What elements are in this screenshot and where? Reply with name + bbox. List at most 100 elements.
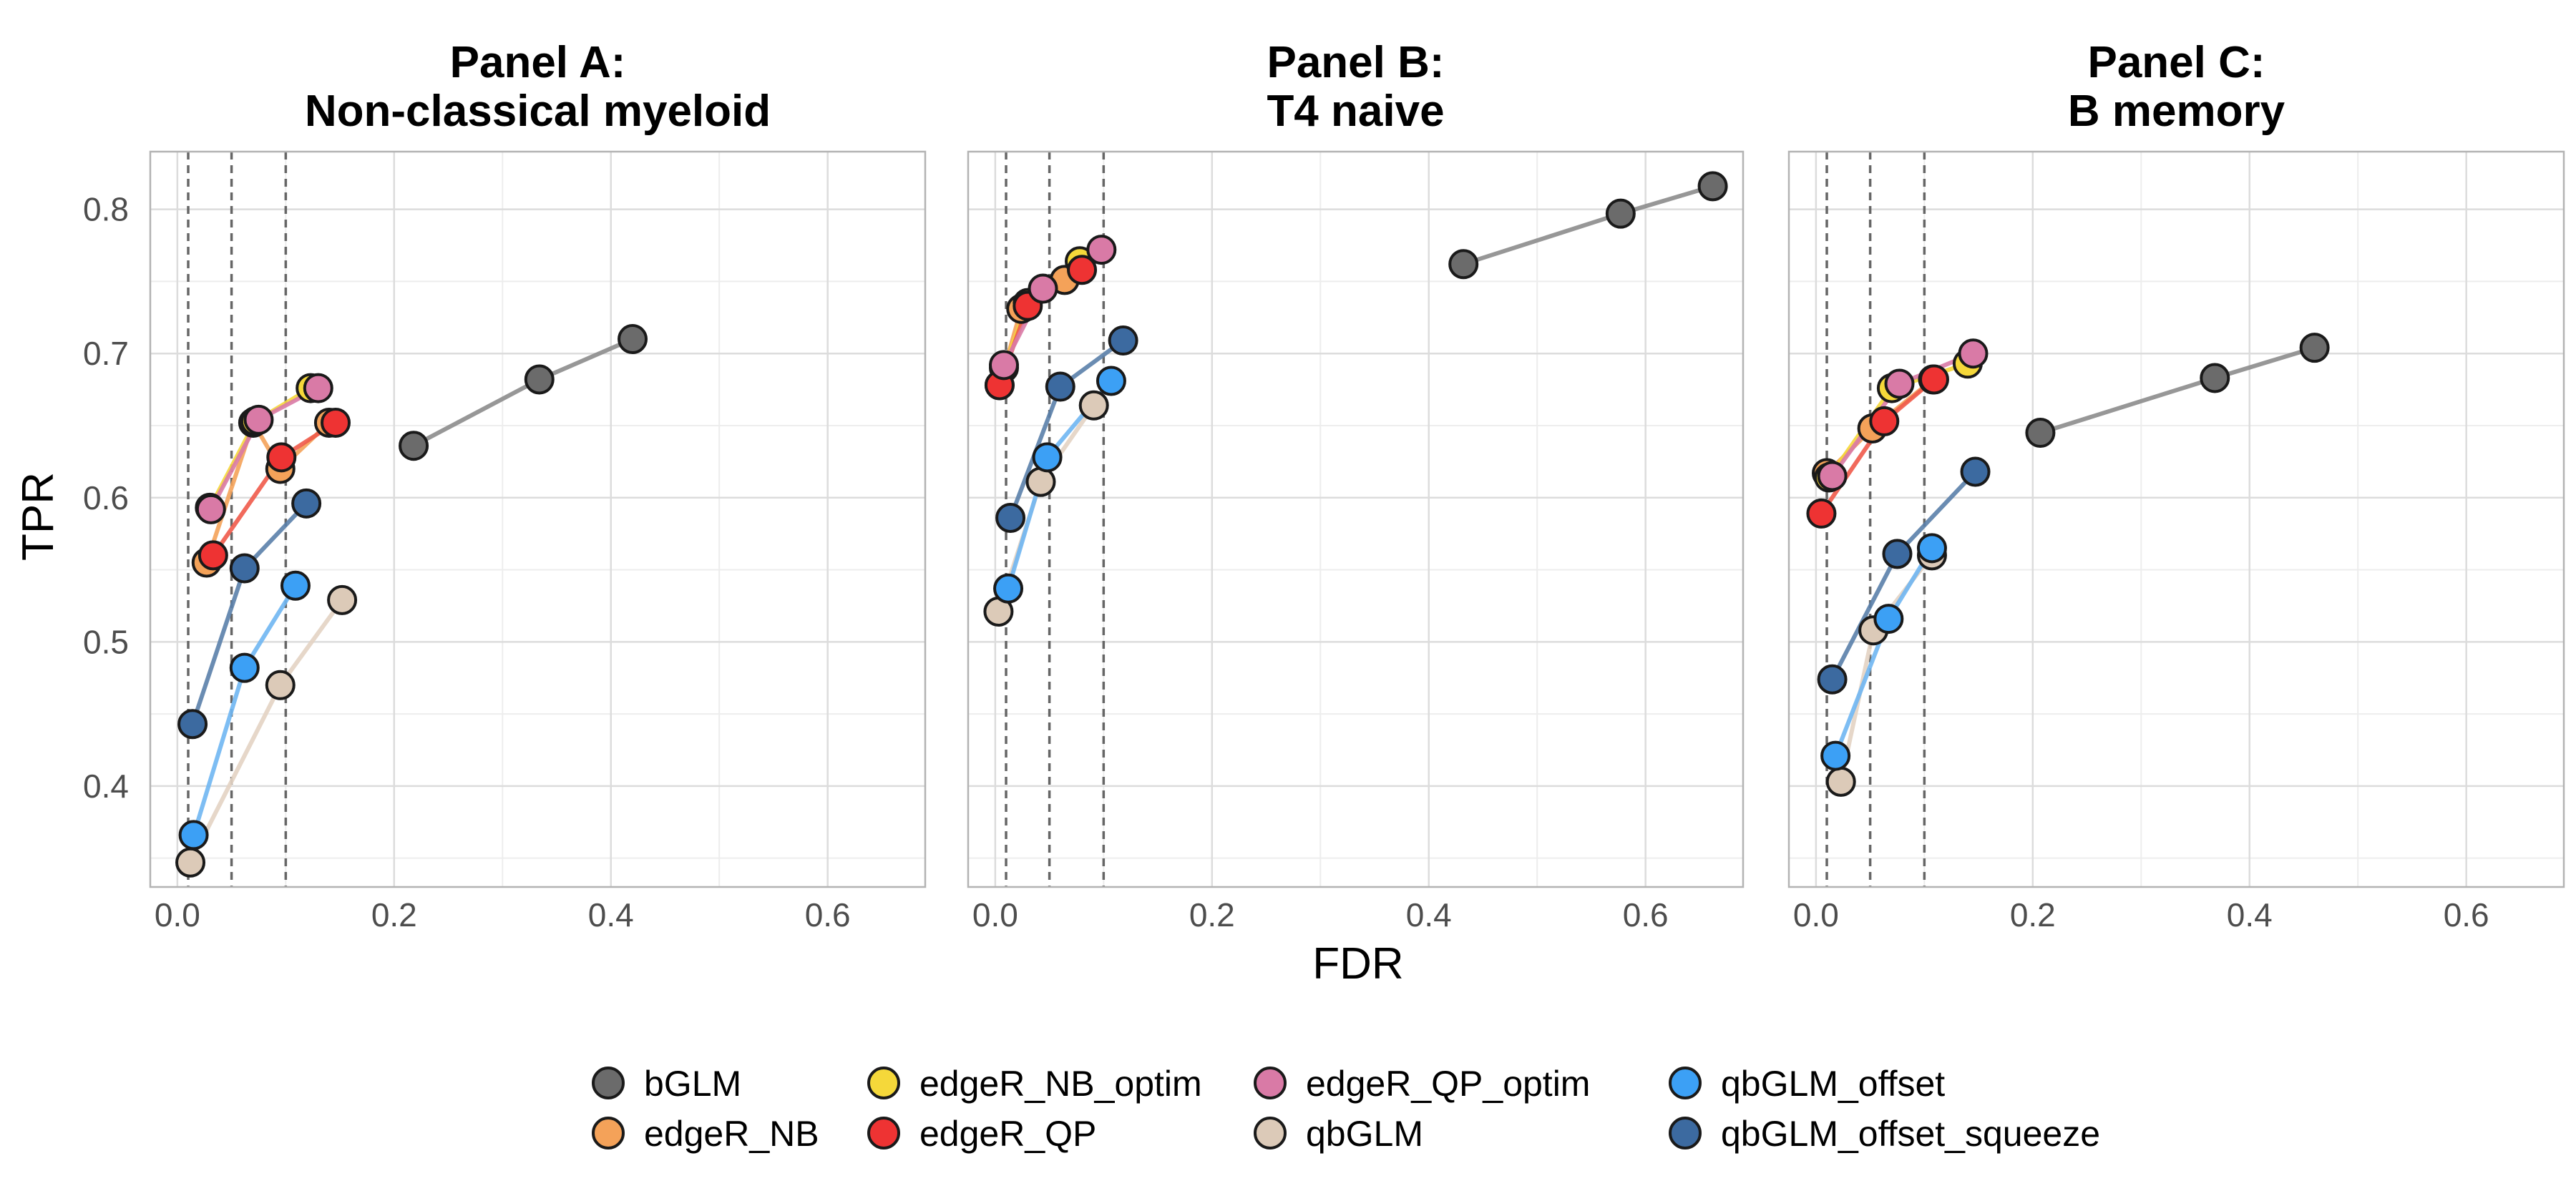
data-point-qbGLM_offset_squeeze xyxy=(1882,539,1913,569)
x-tick-label: 0.6 xyxy=(805,896,851,933)
data-point-bGLM xyxy=(2025,418,2056,448)
panel-border xyxy=(1787,150,2565,888)
data-point-bGLM xyxy=(2200,363,2230,393)
x-tick-label: 0.2 xyxy=(1189,896,1235,933)
data-point-qbGLM_offset_squeeze xyxy=(291,488,322,519)
series-points xyxy=(983,171,1728,627)
panels: Panel A:Non-classical myeloid 0.0 0.2 0.4 0.… xyxy=(83,38,2565,933)
data-point-qbGLM_offset xyxy=(1873,604,1904,634)
legend-item-qbGLM: qbGLM xyxy=(1254,1114,1423,1154)
panel-2: Panel B:T4 naive 0.0 0.2 0.4 0.6 xyxy=(967,38,1745,933)
panel-3: Panel C:B memory 0.0 0.2 0.4 0.6 xyxy=(1787,38,2565,933)
data-point-edgeR_QP_optim xyxy=(1817,461,1848,491)
legend-label-bGLM: bGLM xyxy=(644,1064,741,1104)
data-point-qbGLM xyxy=(175,847,206,878)
data-point-qbGLM xyxy=(1025,466,1056,497)
data-point-qbGLM_offset xyxy=(1916,533,1947,564)
panel-title-line1: Panel C: xyxy=(2087,38,2265,87)
y-axis-title: TPR xyxy=(14,472,63,561)
data-point-edgeR_QP xyxy=(1067,255,1098,285)
data-point-qbGLM_offset_squeeze xyxy=(1045,371,1075,402)
data-point-bGLM xyxy=(618,324,648,355)
data-point-qbGLM xyxy=(1078,390,1109,421)
data-point-bGLM xyxy=(1448,249,1479,280)
legend-item-edgeR_QP: edgeR_QP xyxy=(867,1114,1096,1154)
panel-title-line1: Panel B: xyxy=(1267,38,1444,87)
x-tick-label: 0.4 xyxy=(588,896,634,933)
data-point-qbGLM_offset_squeeze xyxy=(1817,664,1848,695)
data-point-edgeR_QP_optim xyxy=(243,404,274,435)
data-point-qbGLM_offset_squeeze xyxy=(177,709,208,740)
data-point-edgeR_QP_optim xyxy=(1086,235,1117,265)
legend-label-edgeR_QP_optim: edgeR_QP_optim xyxy=(1306,1064,1590,1104)
legend-key-edgeR_QP xyxy=(867,1117,900,1150)
x-tick-label: 0.2 xyxy=(2010,896,2056,933)
y-tick-label: 0.6 xyxy=(83,479,129,516)
series-line-edgeR_NB xyxy=(204,420,331,565)
data-point-edgeR_QP xyxy=(321,407,351,438)
legend-key-qbGLM xyxy=(1254,1117,1287,1150)
data-point-qbGLM_offset xyxy=(178,820,209,851)
panel-border xyxy=(967,150,1745,888)
legend-item-edgeR_QP_optim: edgeR_QP_optim xyxy=(1254,1064,1590,1104)
legend-item-qbGLM_offset_squeeze: qbGLM_offset_squeeze xyxy=(1669,1114,2100,1154)
data-point-edgeR_QP xyxy=(197,540,228,571)
panel-title-line2: T4 naive xyxy=(1267,87,1444,136)
data-point-edgeR_QP_optim xyxy=(1028,273,1058,304)
x-tick-label: 0.4 xyxy=(2227,896,2273,933)
panel-1: Panel A:Non-classical myeloid 0.0 0.2 0.4 0.… xyxy=(83,38,927,933)
data-point-qbGLM_offset xyxy=(1032,442,1063,473)
series-points xyxy=(175,324,648,878)
legend-key-edgeR_QP_optim xyxy=(1254,1067,1287,1099)
series-points xyxy=(1806,333,2330,797)
x-tick-label: 0.0 xyxy=(155,896,200,933)
data-point-edgeR_QP_optim xyxy=(988,350,1019,381)
legend-label-qbGLM_offset: qbGLM_offset xyxy=(1721,1064,1945,1104)
data-point-qbGLM_offset_squeeze xyxy=(1960,456,1991,487)
data-point-bGLM xyxy=(2299,333,2330,363)
legend-key-bGLM xyxy=(592,1067,625,1099)
x-tick-label: 0.4 xyxy=(1406,896,1452,933)
x-axis-title: FDR xyxy=(1312,939,1403,989)
panel-title-line1: Panel A: xyxy=(450,38,626,87)
legend-label-edgeR_QP: edgeR_QP xyxy=(919,1114,1096,1154)
data-point-bGLM xyxy=(1697,171,1728,202)
data-point-edgeR_QP xyxy=(266,442,297,473)
legend-key-edgeR_NB_optim xyxy=(867,1067,900,1099)
data-point-bGLM xyxy=(1605,198,1636,229)
data-point-qbGLM xyxy=(265,670,296,700)
x-tick-label: 0.6 xyxy=(1623,896,1669,933)
y-tick-label: 0.5 xyxy=(83,623,129,660)
legend-label-qbGLM: qbGLM xyxy=(1306,1114,1423,1154)
data-point-qbGLM_offset_squeeze xyxy=(229,553,260,584)
data-point-edgeR_QP_optim xyxy=(1958,338,1989,369)
data-point-qbGLM_offset xyxy=(993,573,1024,604)
data-point-edgeR_QP xyxy=(1918,364,1949,395)
data-point-qbGLM_offset xyxy=(1820,740,1851,771)
data-point-qbGLM xyxy=(327,584,358,615)
data-point-qbGLM_offset xyxy=(280,570,311,601)
x-tick-label: 0.6 xyxy=(2444,896,2489,933)
legend-item-edgeR_NB: edgeR_NB xyxy=(592,1114,819,1154)
legend: bGLM edgeR_NB edgeR_NB_optim edgeR_QP edgeR_… xyxy=(592,1064,2100,1154)
x-tick-label: 0.0 xyxy=(972,896,1018,933)
panel-title-line2: Non-classical myeloid xyxy=(305,87,771,136)
y-tick-label: 0.7 xyxy=(83,335,129,372)
data-point-edgeR_QP xyxy=(1869,406,1900,436)
y-tick-label: 0.8 xyxy=(83,191,129,228)
legend-item-qbGLM_offset: qbGLM_offset xyxy=(1669,1064,1945,1104)
data-point-qbGLM xyxy=(1825,766,1856,797)
y-tick-label: 0.4 xyxy=(83,768,129,805)
data-point-edgeR_QP xyxy=(1806,498,1837,529)
legend-key-qbGLM_offset xyxy=(1669,1067,1702,1099)
legend-key-qbGLM_offset_squeeze xyxy=(1669,1117,1702,1150)
data-point-qbGLM_offset xyxy=(1096,366,1126,396)
x-tick-label: 0.0 xyxy=(1793,896,1839,933)
data-point-edgeR_QP_optim xyxy=(195,494,226,524)
legend-item-bGLM: bGLM xyxy=(592,1064,741,1104)
legend-label-edgeR_NB: edgeR_NB xyxy=(644,1114,819,1154)
legend-item-edgeR_NB_optim: edgeR_NB_optim xyxy=(867,1064,1202,1104)
data-point-edgeR_QP_optim xyxy=(1884,368,1915,399)
